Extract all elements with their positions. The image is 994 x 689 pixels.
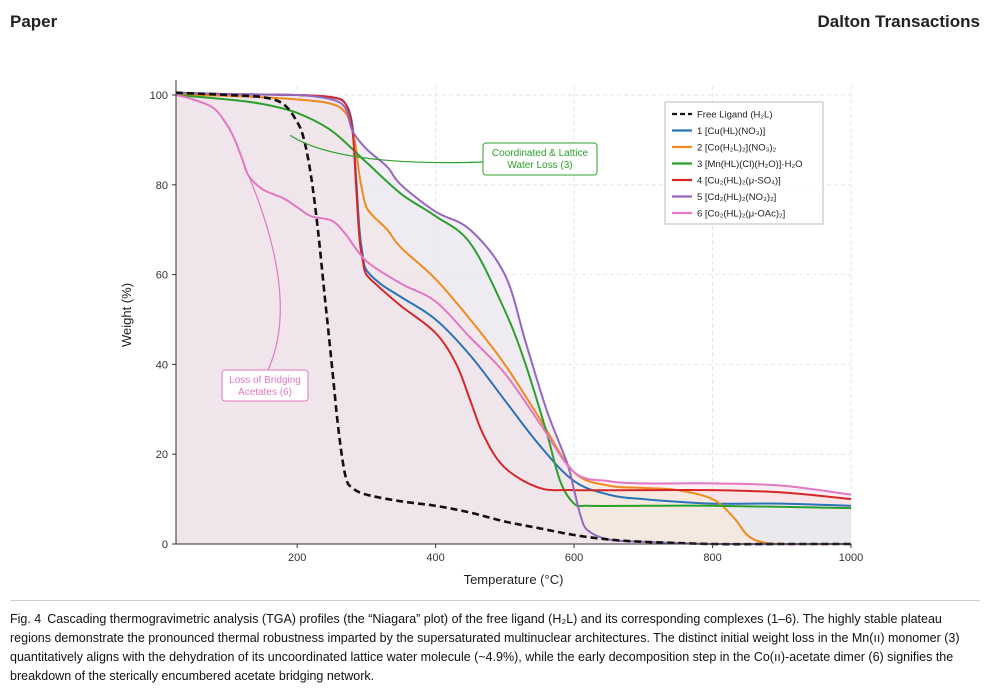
x-tick-label: 200 [288, 552, 306, 564]
annotation-box-water [482, 142, 598, 176]
series-line-3 [175, 94, 852, 510]
y-tick-label: 40 [156, 359, 168, 371]
figure-caption: Fig. 4 Cascading thermogravimetric analys… [10, 610, 980, 686]
legend-entry: 5 [Cd₂(HL)₂(NO₃)₂] [697, 192, 776, 203]
annotation-text-water: Coordinated & Lattice [492, 148, 589, 159]
x-tick-label: 600 [565, 552, 583, 564]
caption-divider [10, 600, 980, 601]
x-tick-label: 800 [703, 552, 721, 564]
plot-area: 200 400 600 800 1000 0 20 40 60 80 100 Temperature … [119, 80, 863, 587]
legend-entry: Free Ligand (H₂L) [697, 110, 773, 121]
series-line-4 [175, 91, 852, 501]
x-tick-label: 400 [426, 552, 444, 564]
legend-entry: 1 [Cu(HL)(NO₃)] [697, 126, 765, 137]
series-line-6 [175, 94, 852, 496]
y-tick-label: 20 [156, 449, 168, 461]
caption-text: Cascading thermogravimetric analysis (TG… [10, 612, 960, 683]
y-axis-label: Weight (%) [119, 283, 134, 347]
annotation-text-acetates: Acetates (6) [238, 387, 292, 398]
running-header-journal: Dalton Transactions [817, 12, 980, 31]
legend-entry: 2 [Co(H₂L)₂](NO₃)₂ [697, 143, 777, 154]
y-tick-label: 100 [150, 90, 168, 102]
tga-chart: 200 400 600 800 1000 0 20 40 60 80 100 Temperature … [119, 80, 863, 587]
y-tick-label: 0 [162, 539, 168, 551]
legend-entry: 3 [Mn(HL)(Cl)(H₂O)]·H₂O [697, 159, 803, 170]
series-fill-5 [176, 92, 851, 545]
annotation-text-water: Water Loss (3) [507, 160, 572, 171]
y-tick-label: 60 [156, 270, 168, 282]
annotation-box-acetates [221, 369, 309, 402]
annotation-text-acetates: Loss of Bridging [229, 375, 301, 386]
x-tick-label: 1000 [839, 552, 863, 564]
running-header-section: Paper [10, 12, 58, 31]
legend-entry: 6 [Co₂(HL)₂(μ-OAc)₂] [697, 209, 785, 220]
legend-entry: 4 [Cu₂(HL)₂(μ-SO₄)] [697, 176, 781, 187]
y-tick-label: 80 [156, 180, 168, 192]
caption-label: Fig. 4 [10, 612, 42, 626]
annotation-arrow-acetates [248, 175, 281, 371]
annotation-arrow-water [289, 134, 486, 164]
x-axis-label: Temperature (°C) [464, 572, 564, 587]
series-line-0 [175, 91, 851, 546]
